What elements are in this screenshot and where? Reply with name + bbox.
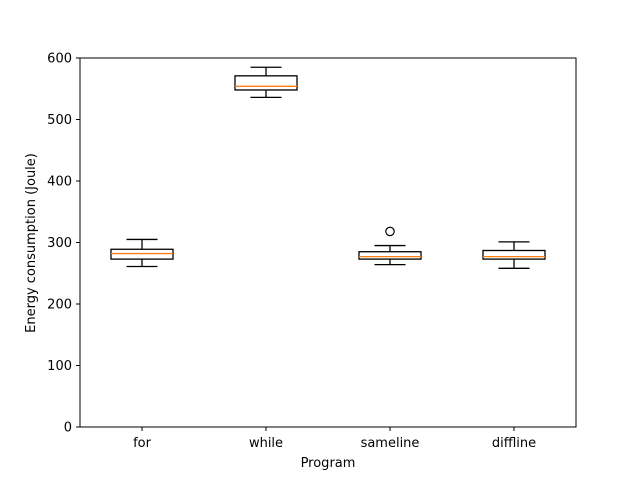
y-tick-label: 300 xyxy=(47,236,72,251)
plot-area xyxy=(110,66,546,269)
iqr-box xyxy=(482,249,546,260)
box-group-sameline xyxy=(358,226,422,266)
box-group-while xyxy=(234,66,298,99)
y-tick-label: 0 xyxy=(64,421,72,436)
y-axis-label: Energy consumption (Joule) xyxy=(24,153,39,333)
iqr-box xyxy=(358,251,422,260)
y-tick-label: 600 xyxy=(47,52,72,67)
x-tick-label: for xyxy=(133,436,152,451)
x-tick-label: sameline xyxy=(361,436,420,451)
outlier-point xyxy=(385,226,395,237)
x-axis-label: Program xyxy=(301,456,356,471)
x-tick-label: while xyxy=(249,436,283,451)
y-tick-label: 500 xyxy=(47,113,72,128)
y-tick-label: 200 xyxy=(47,298,72,313)
y-tick-label: 100 xyxy=(47,359,72,374)
box-group-diffline xyxy=(482,241,546,269)
box-group-for xyxy=(110,238,174,268)
axes: 0 100 200 300 400 500 600 for while sameline diffl… xyxy=(47,52,577,451)
iqr-box xyxy=(234,75,298,91)
x-tick-label: diffline xyxy=(492,436,536,451)
y-tick-label: 400 xyxy=(47,175,72,190)
